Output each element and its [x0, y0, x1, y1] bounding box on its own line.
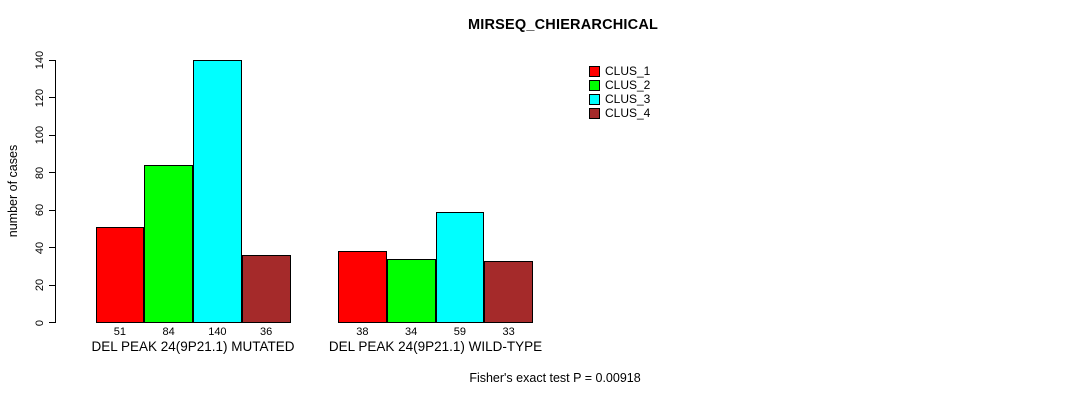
y-tick-label: 80 [34, 166, 46, 179]
legend-item-clus_4: CLUS_4 [589, 106, 650, 120]
y-tick-label: 100 [34, 125, 46, 145]
bar-value-label: 84 [162, 325, 175, 338]
bar-clus_4-group1 [241, 255, 291, 323]
y-tick [49, 247, 56, 248]
bar-value-label: 51 [113, 325, 126, 338]
x-category-label: DEL PEAK 24(9P21.1) MUTATED [91, 338, 295, 354]
legend-swatch-icon [589, 107, 600, 119]
bar-value-label: 33 [502, 325, 515, 338]
legend-swatch-icon [589, 93, 600, 105]
legend-item-clus_1: CLUS_1 [589, 64, 650, 78]
legend-swatch-icon [589, 65, 600, 77]
bar-clus_1-group1 [95, 226, 145, 323]
legend-label: CLUS_3 [605, 92, 651, 106]
y-tick [49, 97, 56, 98]
fisher-test-annotation: Fisher's exact test P = 0.00918 [469, 371, 641, 385]
bar-value-label: 59 [453, 325, 466, 338]
legend-label: CLUS_1 [605, 64, 651, 78]
legend-swatch-icon [589, 79, 600, 91]
y-tick [49, 172, 56, 173]
legend-label: CLUS_4 [605, 106, 651, 120]
legend-label: CLUS_2 [605, 78, 651, 92]
y-tick-label: 0 [34, 319, 46, 326]
bar-clus_2-group2 [386, 258, 436, 323]
y-axis-line [55, 60, 56, 323]
bar-value-label: 38 [356, 325, 369, 338]
y-tick-label: 40 [34, 241, 46, 254]
y-tick-label: 120 [34, 88, 46, 107]
bar-value-label: 140 [208, 325, 227, 338]
y-tick [49, 284, 56, 286]
y-tick [49, 209, 56, 211]
y-tick-label: 140 [34, 50, 46, 70]
bar-value-label: 36 [260, 325, 273, 338]
bar-clus_1-group2 [338, 251, 387, 323]
bar-value-label: 34 [405, 325, 418, 338]
x-category-label: DEL PEAK 24(9P21.1) WILD-TYPE [328, 338, 543, 354]
legend-item-clus_2: CLUS_2 [589, 78, 650, 92]
legend: CLUS_1 CLUS_2 CLUS_3 CLUS_4 [589, 64, 650, 120]
y-tick-label: 60 [34, 203, 46, 217]
bar-clus_4-group2 [484, 260, 533, 323]
y-tick-label: 20 [34, 278, 46, 292]
y-axis-label: number of cases [6, 144, 20, 238]
y-tick [49, 322, 56, 323]
y-tick [49, 59, 56, 61]
bar-clus_2-group1 [144, 165, 193, 323]
legend-item-clus_3: CLUS_3 [589, 92, 650, 106]
bar-clus_3-group2 [435, 211, 485, 323]
chart-title: MIRSEQ_CHIERARCHICAL [467, 17, 659, 33]
bar-clus_3-group1 [193, 60, 242, 323]
y-tick [49, 134, 56, 136]
